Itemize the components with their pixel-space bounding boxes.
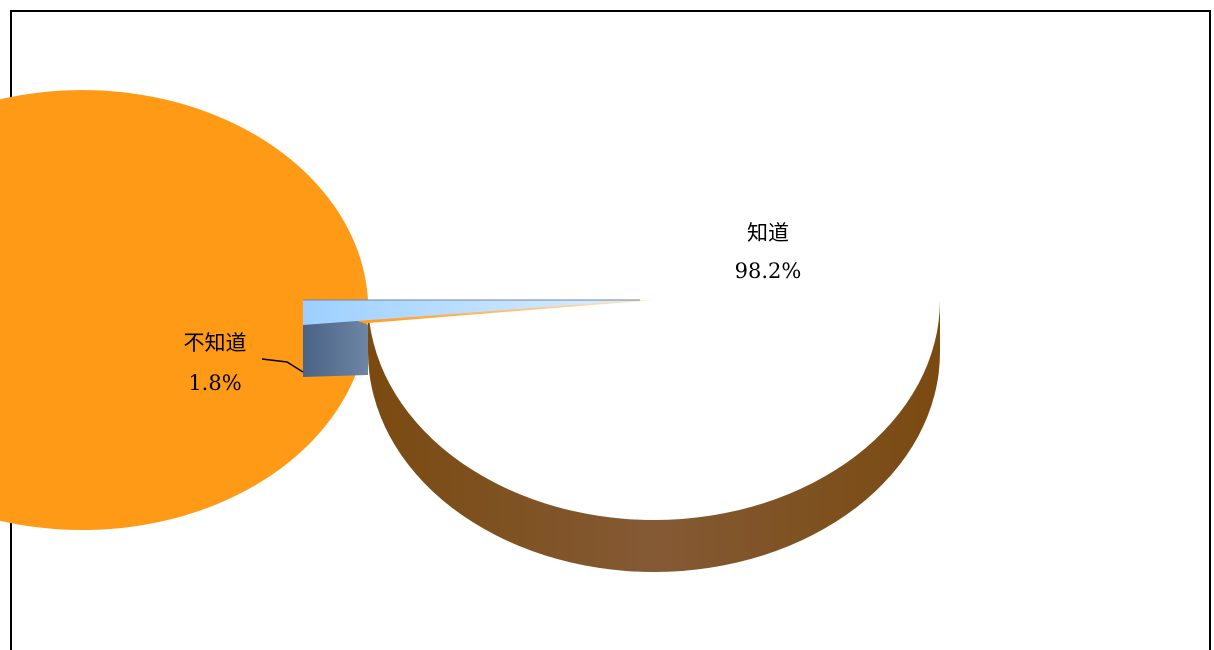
slice-label-不知道: 不知道 xyxy=(184,331,247,355)
pie-slice-不知道 xyxy=(303,299,640,377)
leader-line-不知道 xyxy=(261,358,304,373)
slice-value-知道: 98.2% xyxy=(735,259,802,283)
slice-value-不知道: 1.8% xyxy=(188,371,241,395)
pie-side-知道 xyxy=(368,300,940,572)
slice-label-知道: 知道 xyxy=(747,221,789,245)
